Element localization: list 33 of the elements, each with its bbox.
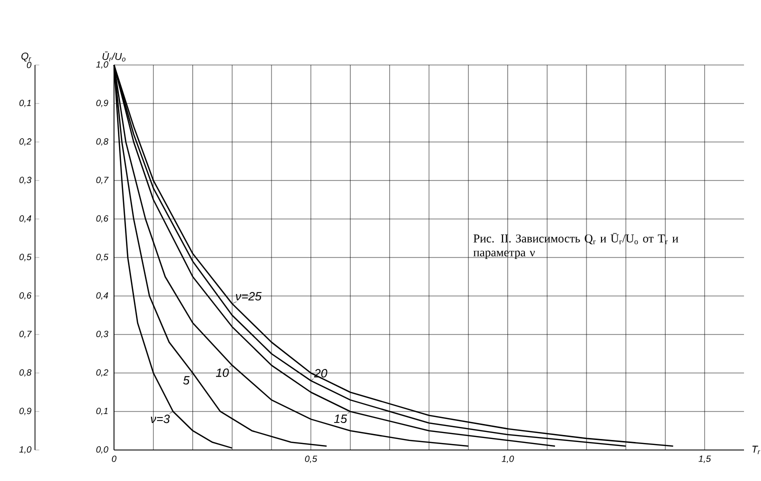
y2-tick-label: 0,8 [19,369,32,377]
y2-tick-label: 0,6 [19,292,32,300]
x-tick-label: 1,5 [698,456,711,463]
y-tick-label: 0,1 [96,408,108,416]
y2-tick-label: 0,1 [19,100,31,108]
y2-tick-label: 0,7 [19,330,32,338]
y-tick-label: 0,3 [96,330,108,338]
x-tick-label: 1,0 [502,456,514,464]
y2-tick-label: 0,2 [19,138,32,146]
y-tick-label: 0,5 [96,254,108,262]
y-tick-label: 0,9 [96,100,108,108]
series-label: ν=25 [236,292,262,300]
series-label: 10 [216,368,229,377]
y2-axis-title: Q$_{r}$ [21,52,32,62]
y-axis-title: Ū$_{r}$/U$_{o}$ [102,52,126,62]
y2-tick-label: 0,4 [19,215,32,223]
y2-tick-label: 0,3 [19,176,32,184]
y2-tick-label: 1,0 [19,446,32,454]
y-tick-label: 0,7 [96,176,109,184]
series-label: 5 [183,376,190,385]
y-tick-label: 0,8 [96,138,108,146]
series-label: 15 [334,414,348,424]
x-tick-label: 0,5 [305,456,318,464]
y-tick-label: 0,0 [96,446,108,454]
y2-tick-label: 0,9 [19,408,32,416]
x-axis-title: T$_{r}$ [752,446,760,454]
y-tick-label: 0,2 [96,369,108,377]
y2-tick-label: 0 [26,62,32,68]
y-tick-label: 1,0 [96,61,108,69]
y-tick-label: 0,4 [96,292,108,300]
x-tick-label: 0 [112,456,116,462]
y2-tick-label: 0,5 [19,254,32,262]
y-tick-label: 0,6 [96,215,108,223]
